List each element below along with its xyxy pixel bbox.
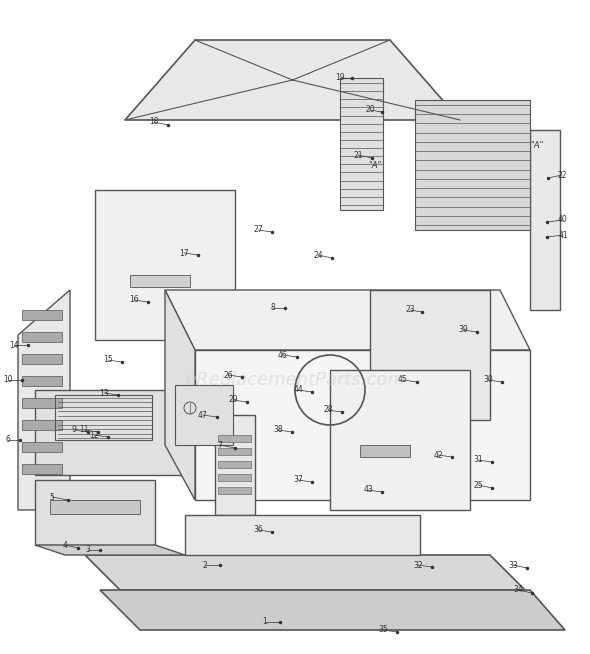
Text: 21: 21 <box>353 150 363 160</box>
Text: 30: 30 <box>483 375 493 385</box>
Bar <box>50 500 140 514</box>
Text: 36: 36 <box>253 526 263 534</box>
Polygon shape <box>95 190 235 340</box>
Polygon shape <box>370 290 490 420</box>
Bar <box>22 420 62 430</box>
Text: 17: 17 <box>179 249 189 258</box>
Text: 24: 24 <box>313 250 323 260</box>
Polygon shape <box>125 40 460 120</box>
Text: 42: 42 <box>433 451 443 460</box>
Bar <box>360 445 410 457</box>
Text: 3: 3 <box>86 545 90 555</box>
Text: 1: 1 <box>263 617 267 627</box>
Polygon shape <box>330 370 470 510</box>
Text: 46: 46 <box>278 351 288 360</box>
Text: 34: 34 <box>513 585 523 594</box>
Text: 13: 13 <box>99 388 109 398</box>
Text: 26: 26 <box>223 371 233 379</box>
Text: 14: 14 <box>9 341 19 349</box>
Text: 16: 16 <box>129 296 139 305</box>
Bar <box>130 275 190 287</box>
Text: 29: 29 <box>228 396 238 405</box>
Polygon shape <box>195 350 530 500</box>
Text: 45: 45 <box>398 375 408 385</box>
Polygon shape <box>165 290 530 350</box>
Text: 38: 38 <box>273 426 283 434</box>
Text: 31: 31 <box>473 455 483 464</box>
Text: 43: 43 <box>363 485 373 494</box>
Text: 4: 4 <box>63 540 67 549</box>
Polygon shape <box>35 390 200 475</box>
Bar <box>218 474 251 481</box>
Text: 5: 5 <box>50 492 54 502</box>
Polygon shape <box>530 130 560 310</box>
Text: 23: 23 <box>405 305 415 315</box>
Text: 20: 20 <box>365 105 375 114</box>
Text: 47: 47 <box>198 411 208 419</box>
Text: 33: 33 <box>508 560 518 570</box>
Text: 6: 6 <box>5 436 11 445</box>
Bar <box>22 442 62 452</box>
Text: 22: 22 <box>557 171 567 179</box>
Text: eReplacementParts.com: eReplacementParts.com <box>185 371 405 389</box>
Bar <box>175 385 233 445</box>
Bar <box>22 310 62 320</box>
Polygon shape <box>35 545 185 555</box>
Text: 8: 8 <box>271 303 276 313</box>
Text: 15: 15 <box>103 356 113 364</box>
Text: 11: 11 <box>79 426 88 434</box>
Text: 39: 39 <box>458 326 468 334</box>
Bar <box>22 354 62 364</box>
Bar <box>22 376 62 386</box>
Text: 12: 12 <box>89 430 99 439</box>
Bar <box>218 448 251 455</box>
Text: 7: 7 <box>218 441 222 449</box>
Text: 18: 18 <box>149 118 159 126</box>
Polygon shape <box>85 555 525 590</box>
Text: 9: 9 <box>71 426 77 434</box>
Text: 32: 32 <box>413 560 423 570</box>
Bar <box>218 487 251 494</box>
Bar <box>22 398 62 408</box>
Text: 27: 27 <box>253 226 263 235</box>
Bar <box>22 332 62 342</box>
Polygon shape <box>35 480 155 545</box>
Text: 2: 2 <box>202 560 207 570</box>
Text: "A": "A" <box>368 160 382 169</box>
Text: 25: 25 <box>473 481 483 489</box>
Polygon shape <box>165 290 195 500</box>
Polygon shape <box>18 290 70 510</box>
Bar <box>218 461 251 468</box>
Text: 35: 35 <box>378 625 388 634</box>
Bar <box>415 100 530 230</box>
Text: 44: 44 <box>293 385 303 394</box>
Text: 41: 41 <box>558 230 568 239</box>
Text: 37: 37 <box>293 475 303 485</box>
Polygon shape <box>185 515 420 555</box>
Text: 10: 10 <box>3 375 13 385</box>
Polygon shape <box>100 590 565 630</box>
Bar <box>340 78 383 210</box>
Text: 19: 19 <box>335 73 345 82</box>
Polygon shape <box>215 415 255 515</box>
Bar <box>218 435 251 442</box>
Bar <box>55 395 152 440</box>
Text: 40: 40 <box>558 216 568 224</box>
Text: "A": "A" <box>530 141 544 150</box>
Bar <box>22 464 62 474</box>
Text: 28: 28 <box>323 405 333 415</box>
